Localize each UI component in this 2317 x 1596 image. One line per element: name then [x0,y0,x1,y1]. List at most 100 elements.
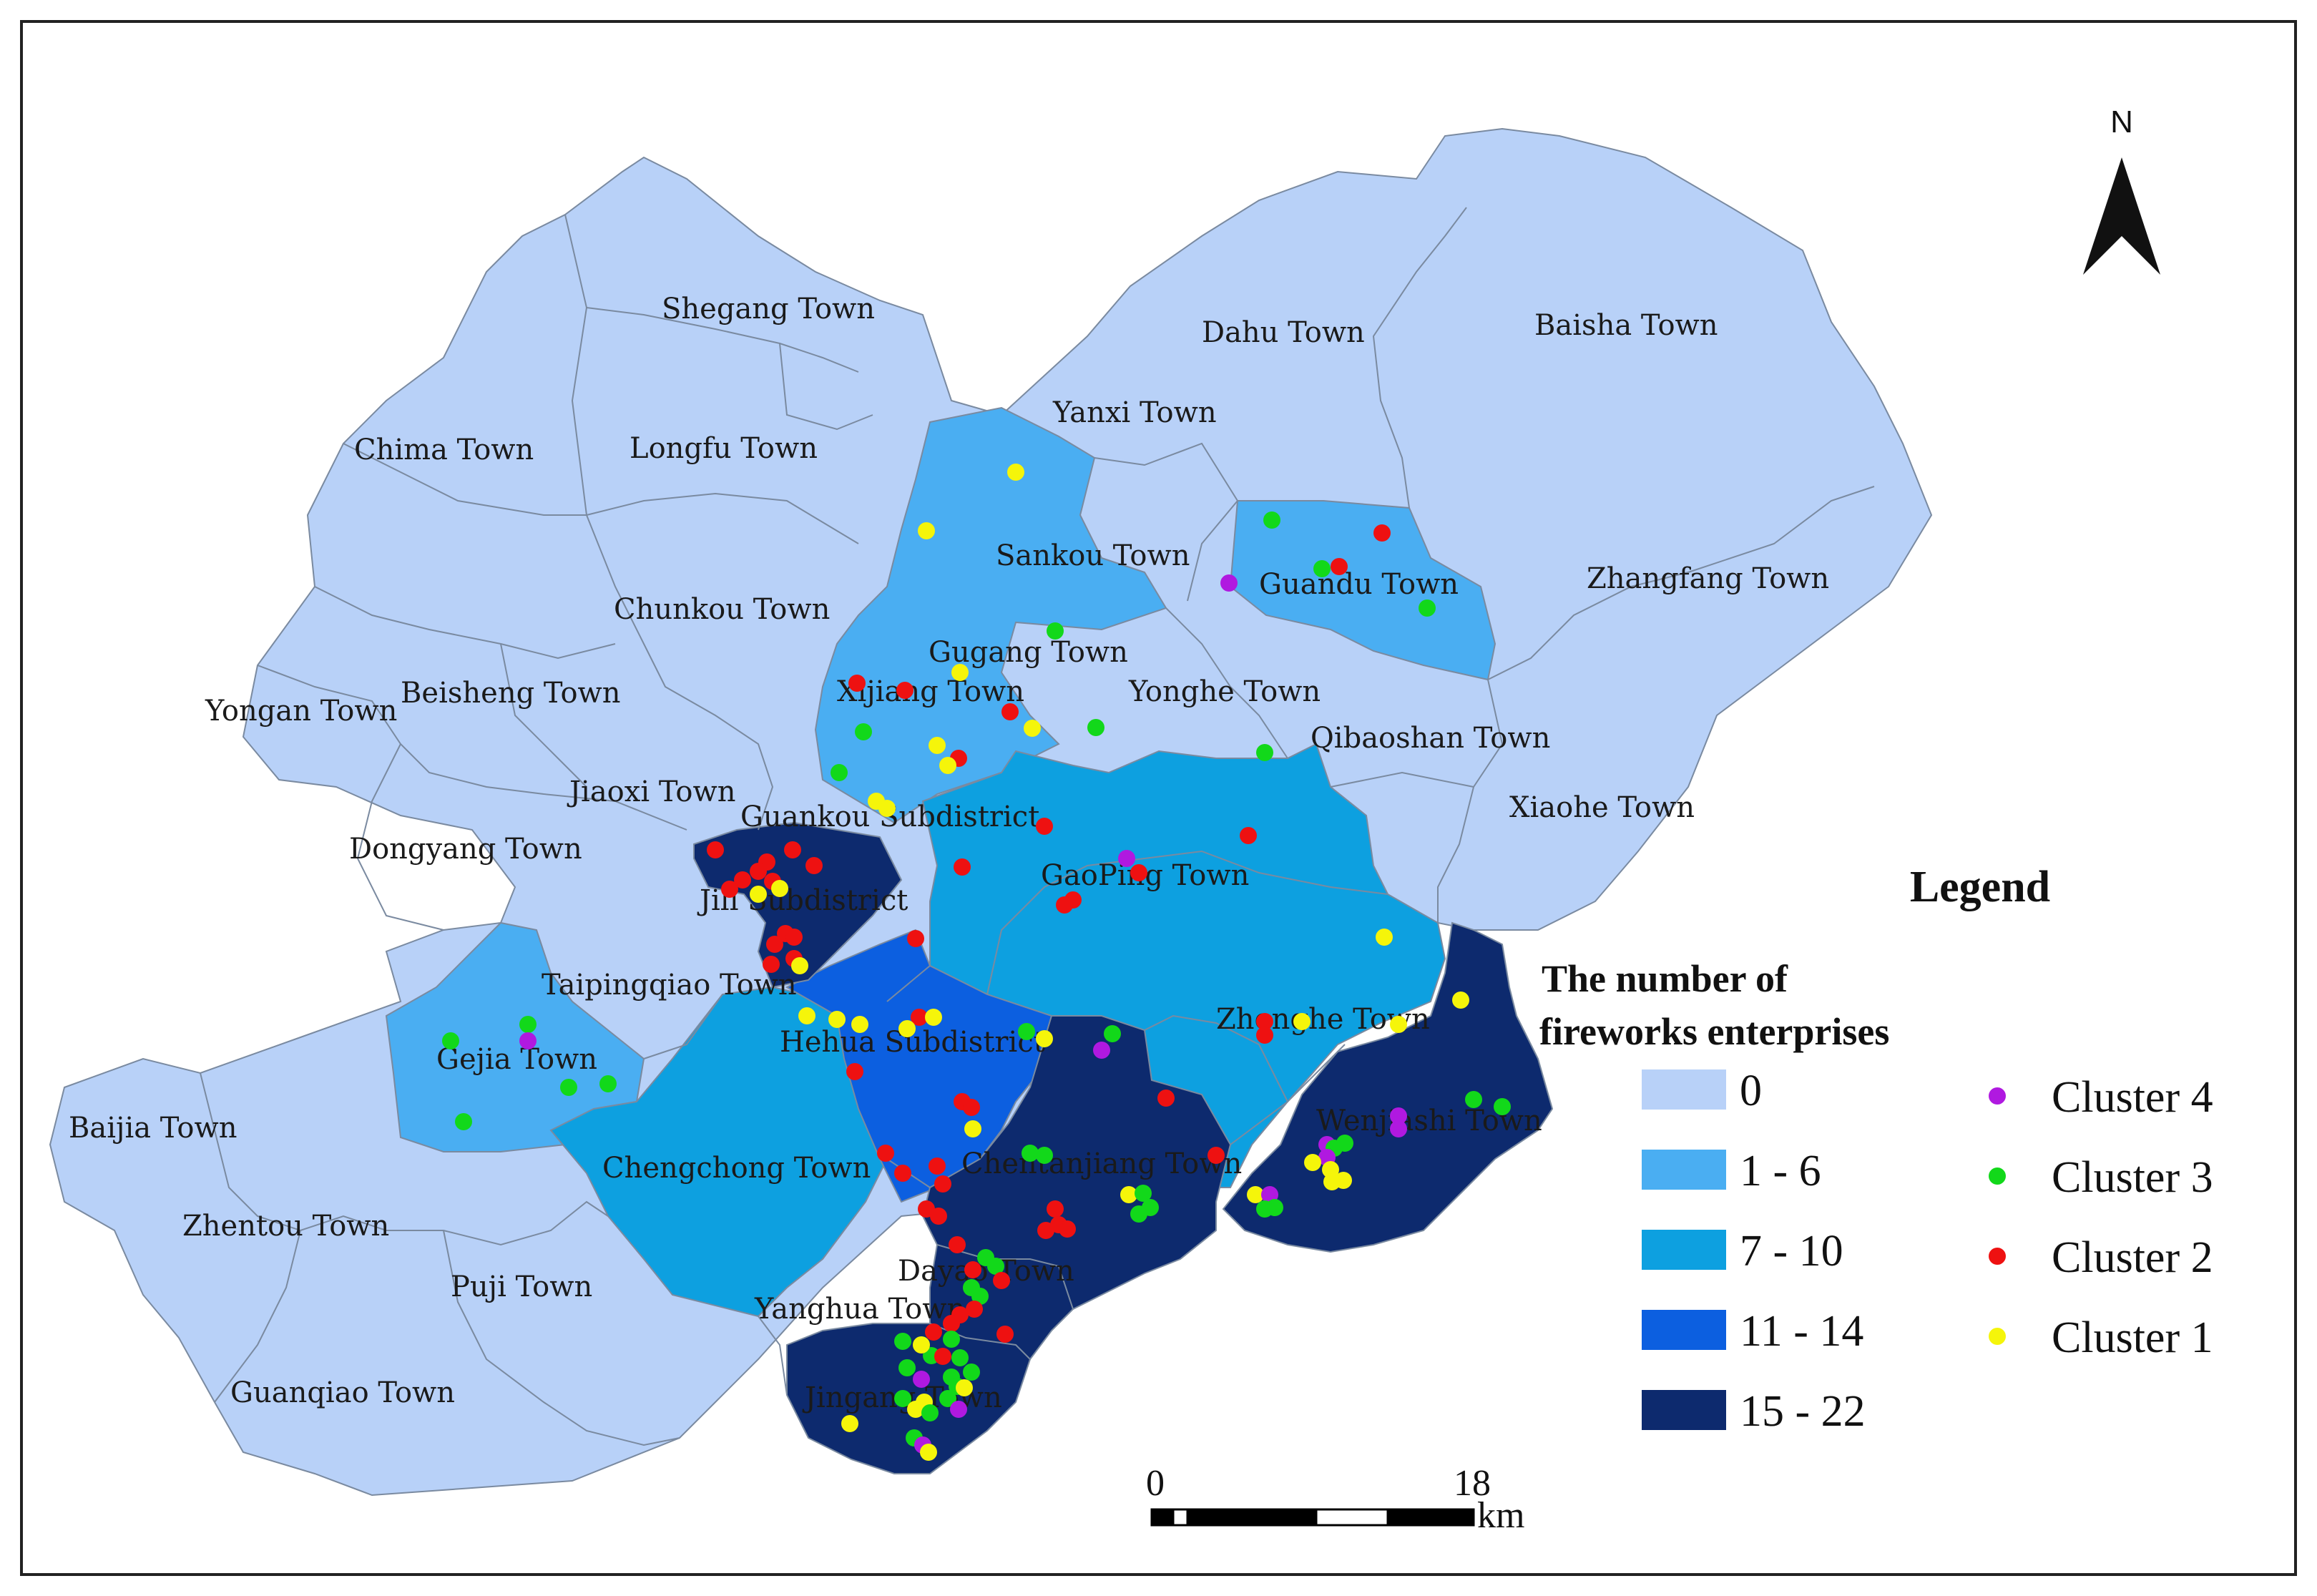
legend-class-label: 15 - 22 [1740,1387,1866,1436]
scale-bar-segment [1150,1508,1175,1527]
enterprise-point [1036,818,1053,835]
scale-start-label: 0 [1146,1463,1165,1504]
town-label: Baijia Town [69,1112,237,1145]
enterprise-point [954,858,971,876]
town-label: Qibaoshan Town [1311,722,1550,755]
boundary-line [1330,771,1474,788]
legend-cluster-label: Cluster 1 [2052,1313,2213,1362]
legend-class-label: 7 - 10 [1740,1227,1843,1276]
enterprise-point [1157,1090,1175,1107]
boundary-line [1187,500,1238,602]
town-label: Xijiang Town [837,675,1024,708]
enterprise-point [929,1157,946,1175]
enterprise-point [831,764,848,781]
boundary-line [214,1230,301,1403]
enterprise-point [1047,1200,1064,1218]
enterprise-point [560,1079,577,1096]
scale-unit-label: km [1477,1495,1524,1536]
enterprise-point [750,886,767,903]
boundary-line [356,743,444,931]
enterprise-point [925,1323,942,1341]
boundary-line [779,343,873,431]
enterprise-point [977,1249,994,1266]
enterprise-point [913,1371,930,1388]
town-label: Chima Town [354,434,534,466]
enterprise-point [1240,827,1257,844]
enterprise-point [898,1359,916,1376]
enterprise-point [907,930,924,947]
town-label: Beisheng Town [401,677,621,710]
boundary-line [1165,607,1288,759]
enterprise-point [763,956,780,973]
enterprise-point [734,871,751,888]
enterprise-point [855,723,872,740]
town-label: Yongan Town [205,695,397,728]
enterprise-point [1390,1107,1407,1125]
town-label: Yonghe Town [1128,675,1321,708]
enterprise-point [599,1075,617,1092]
enterprise-point [1419,599,1436,617]
enterprise-point [1293,1013,1311,1030]
town-label: Xiaohe Town [1509,791,1695,824]
enterprise-point [896,682,913,699]
boundary-line [343,443,587,516]
enterprise-point [1007,464,1024,481]
boundary-line [1094,442,1238,501]
enterprise-point [1024,720,1041,737]
town-label: Yanghua Town [754,1293,965,1326]
enterprise-point [707,841,724,858]
enterprise-point [921,1404,939,1421]
enterprise-point [943,1315,960,1332]
enterprise-point [1390,1120,1407,1137]
legend-cluster-marker [1989,1087,2006,1105]
enterprise-point [1335,1172,1352,1189]
town-label: Dongyang Town [349,833,582,866]
legend-class-swatch [1642,1310,1726,1350]
legend-class-label: 0 [1740,1067,1762,1115]
town-label: Longfu Town [630,432,818,465]
town-label: Yanxi Town [1052,396,1217,429]
enterprise-point [971,1288,989,1305]
enterprise-point [943,1331,960,1348]
enterprise-point [930,1208,947,1225]
legend-cluster-marker [1989,1328,2006,1345]
enterprise-point [925,1009,942,1026]
scale-bar-segment [1229,1508,1318,1527]
enterprise-point [1247,1186,1264,1203]
enterprise-point [1376,929,1393,946]
boundary-line [1437,679,1504,923]
enterprise-point [1120,1186,1137,1203]
enterprise-point [1018,1023,1035,1040]
legend-class-swatch [1642,1390,1726,1430]
north-arrow-icon [2083,157,2160,275]
enterprise-point [1304,1154,1321,1171]
map-frame [20,20,2297,1576]
enterprise-point [519,1032,537,1049]
scale-bar-segment [1315,1508,1389,1527]
enterprise-point [1256,744,1273,761]
town-label: Gugang Town [929,636,1128,669]
enterprise-point [848,675,866,692]
enterprise-point [920,1444,937,1461]
town-label: Zhentou Town [182,1210,389,1243]
enterprise-point [963,1099,980,1116]
town-label: Jiaoxi Town [567,775,735,808]
legend-class-swatch [1642,1230,1726,1270]
enterprise-point [1022,1145,1039,1162]
boundary-line [758,1316,788,1396]
town-label: Sankou Town [996,539,1190,572]
enterprise-point [805,857,823,874]
legend-cluster-label: Cluster 3 [2052,1153,2213,1202]
enterprise-point [1390,1016,1407,1033]
enterprise-point [1056,896,1073,914]
enterprise-point [996,1326,1014,1343]
legend-cluster-label: Cluster 2 [2052,1233,2213,1282]
boundary-line [1372,207,1467,509]
scale-bar-segment [1172,1508,1189,1527]
legend-cluster-marker [1989,1248,2006,1265]
enterprise-point [949,1236,966,1253]
town-label: Taipingqiao Town [542,969,797,1002]
region-chentanjiang-dayao-jingang [786,1015,1232,1474]
enterprise-point [934,1175,951,1193]
enterprise-point [1256,1027,1273,1044]
